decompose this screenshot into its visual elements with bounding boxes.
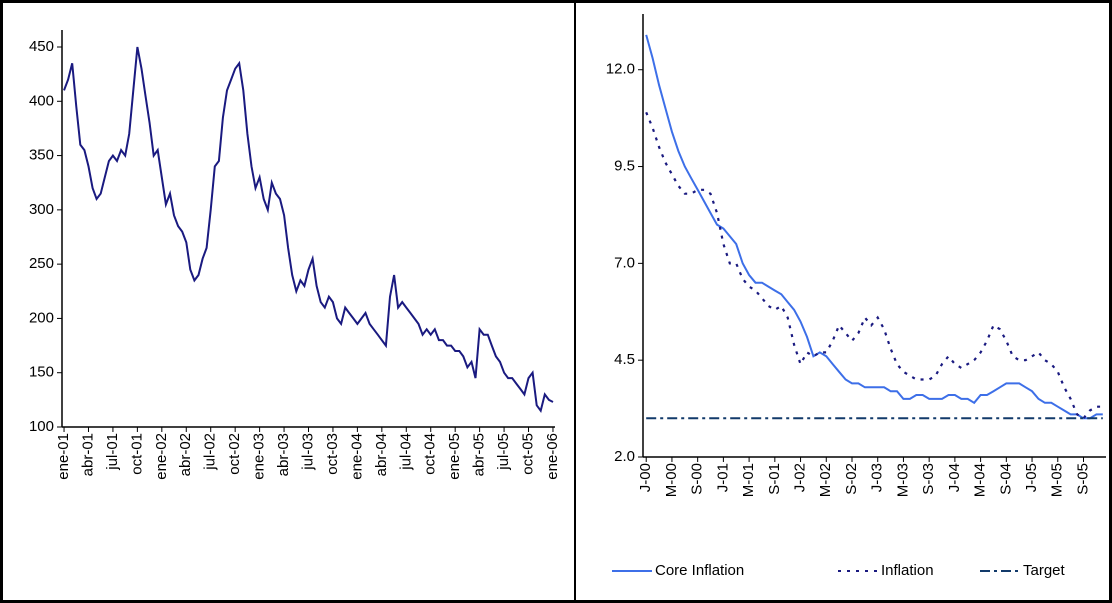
- x-tick-label: J-04: [946, 463, 963, 492]
- x-tick-label: S-00: [689, 463, 706, 495]
- x-tick-label: abr-01: [79, 433, 96, 476]
- x-tick-label: M-04: [972, 463, 989, 497]
- x-tick-label: ene-01: [55, 433, 72, 480]
- y-tick-label: 12.0: [606, 61, 635, 78]
- x-tick-label: J-03: [869, 463, 886, 492]
- y-tick-label: 150: [29, 364, 54, 381]
- x-tick-label: ene-04: [348, 433, 365, 480]
- x-tick-label: jul-01: [104, 433, 121, 471]
- x-tick-label: J-02: [792, 463, 809, 492]
- legend-label: Core Inflation: [655, 562, 744, 579]
- x-tick-label: abr-03: [275, 433, 292, 476]
- y-tick-label: 100: [29, 418, 54, 435]
- y-tick-label: 300: [29, 201, 54, 218]
- x-tick-label: J-00: [637, 463, 654, 492]
- y-tick-label: 2.0: [614, 448, 635, 465]
- y-tick-label: 350: [29, 147, 54, 164]
- line-series: [63, 46, 554, 413]
- y-tick-label: 7.0: [614, 254, 635, 271]
- legend-label: Target: [1023, 562, 1066, 579]
- y-tick-label: 250: [29, 255, 54, 272]
- x-tick-label: J-05: [1023, 463, 1040, 492]
- x-tick-label: S-03: [920, 463, 937, 495]
- x-tick-label: J-01: [714, 463, 731, 492]
- x-tick-label: S-01: [766, 463, 783, 495]
- x-tick-label: oct-02: [226, 433, 243, 475]
- x-tick-label: abr-02: [177, 433, 194, 476]
- x-tick-label: M-02: [817, 463, 834, 497]
- x-tick-label: oct-03: [324, 433, 341, 475]
- x-tick-label: ene-06: [544, 433, 561, 480]
- x-tick-label: oct-05: [519, 433, 536, 475]
- line-series: [645, 34, 1103, 420]
- x-tick-label: abr-05: [471, 433, 488, 476]
- x-tick-label: abr-04: [373, 433, 390, 476]
- y-tick-label: 4.5: [614, 351, 635, 368]
- y-tick-label: 400: [29, 92, 54, 109]
- x-tick-label: S-02: [843, 463, 860, 495]
- x-tick-label: S-05: [1074, 463, 1091, 495]
- x-tick-label: M-00: [663, 463, 680, 497]
- x-tick-label: ene-05: [446, 433, 463, 480]
- x-tick-label: jul-04: [397, 433, 414, 471]
- legend-label: Inflation: [881, 562, 934, 579]
- x-tick-label: jul-02: [202, 433, 219, 471]
- x-tick-label: M-03: [894, 463, 911, 497]
- x-tick-label: S-04: [997, 463, 1014, 495]
- x-tick-label: oct-01: [128, 433, 145, 475]
- x-tick-label: M-01: [740, 463, 757, 497]
- x-tick-label: ene-03: [251, 433, 268, 480]
- line-series: [645, 111, 1103, 420]
- y-tick-label: 9.5: [614, 158, 635, 175]
- y-tick-label: 200: [29, 309, 54, 326]
- x-tick-label: oct-04: [422, 433, 439, 475]
- x-tick-label: ene-02: [153, 433, 170, 480]
- y-tick-label: 450: [29, 38, 54, 55]
- x-tick-label: jul-03: [299, 433, 316, 471]
- x-tick-label: jul-05: [495, 433, 512, 471]
- x-tick-label: M-05: [1049, 463, 1066, 497]
